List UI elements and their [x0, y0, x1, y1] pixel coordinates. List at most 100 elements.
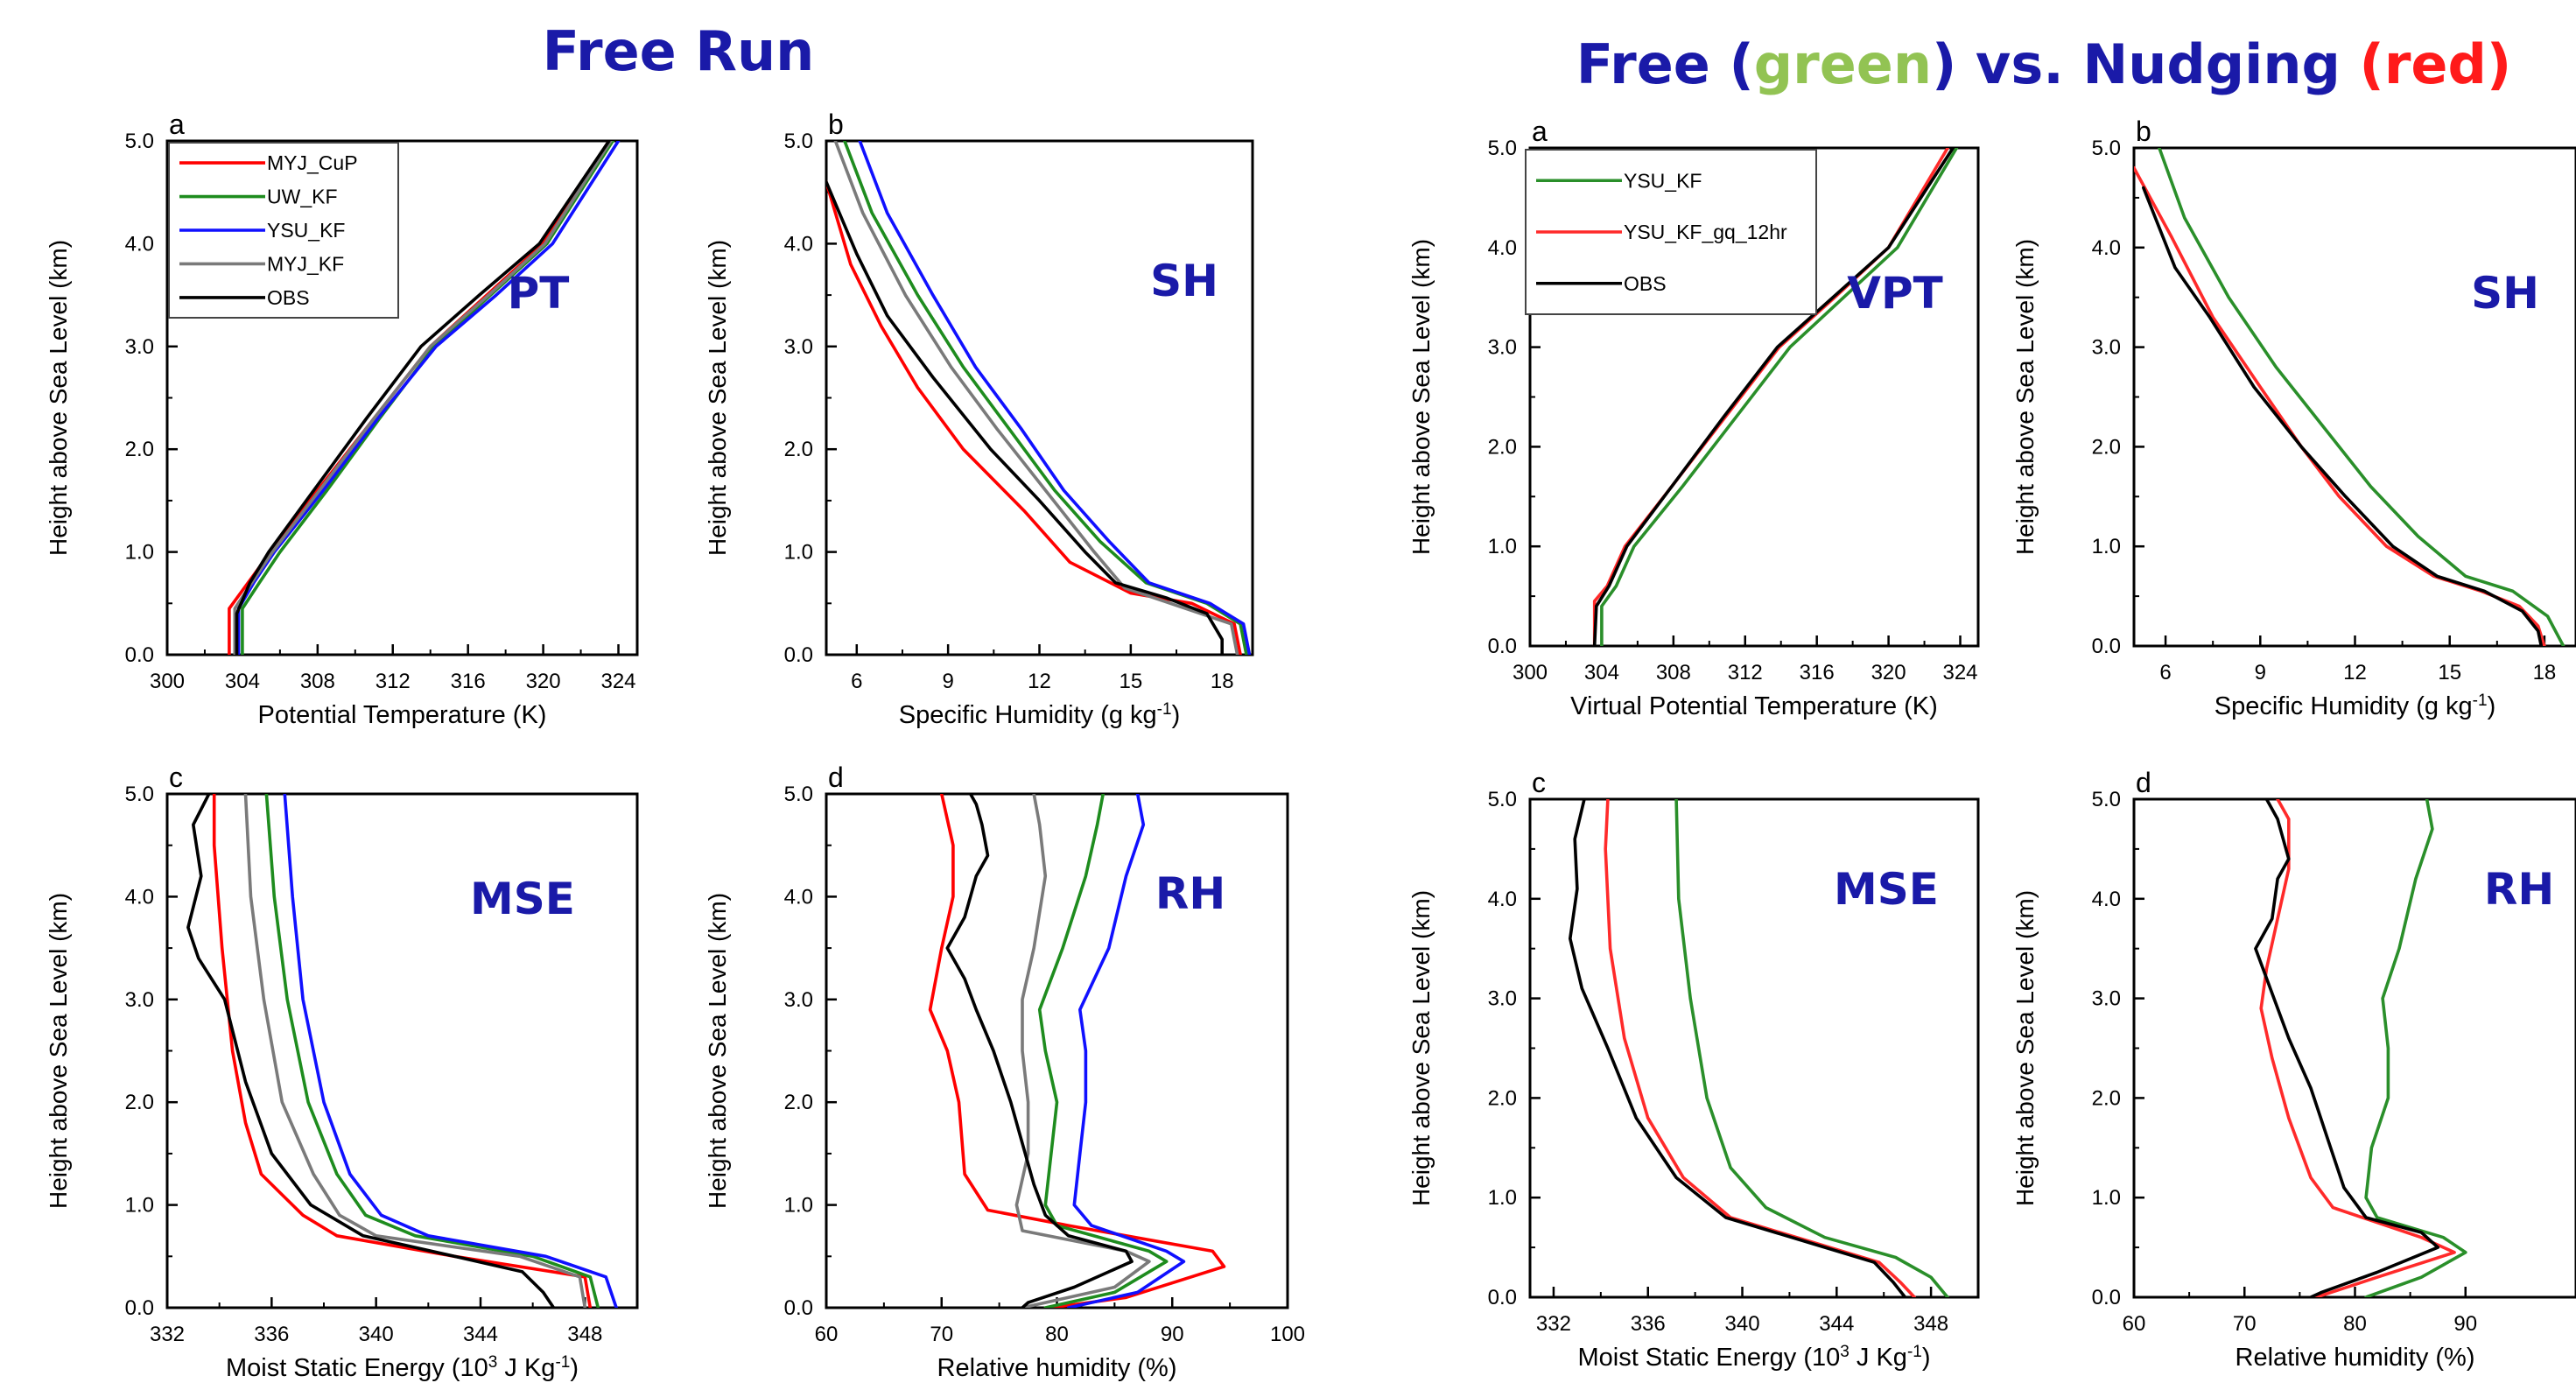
panel-r-d: 60 70 80 90 0.0 1.0 2.0 3.0 4.0 5.0 d Relative humi… [2011, 767, 2576, 1372]
y-tick-label: 3.0 [784, 988, 813, 1012]
series-line-myj-kf [243, 794, 587, 1308]
x-axis-label: Relative humidity (%) [2236, 1344, 2475, 1372]
header-part-3: (red) [2360, 32, 2512, 96]
series-group [826, 141, 1252, 655]
y-tick-label: 1.0 [1488, 535, 1517, 558]
y-axis-label: Height above Sea Level (km) [2011, 890, 2039, 1206]
x-tick-label: 18 [1211, 670, 1234, 693]
series-group [228, 141, 621, 655]
y-tick-label: 4.0 [2092, 236, 2121, 260]
y-tick-label: 5.0 [2092, 788, 2121, 811]
y-tick-label: 4.0 [125, 232, 154, 256]
y-tick-label: 3.0 [1488, 336, 1517, 360]
series-line-ysu-kf [283, 794, 618, 1308]
panel-r-b: 6 9 12 15 18 0.0 1.0 2.0 3.0 4.0 5.0 b Specific Humi… [2011, 116, 2576, 720]
panel-annotation: RH [2484, 864, 2554, 915]
x-tick-label: 344 [463, 1323, 498, 1346]
panel-letter: a [169, 109, 185, 140]
x-axis-label: Relative humidity (%) [937, 1354, 1177, 1382]
series-group [928, 794, 1226, 1308]
x-tick-label: 324 [1942, 661, 1977, 684]
header-part-1: green [1754, 32, 1932, 96]
x-tick-label: 9 [2255, 661, 2266, 684]
x-tick-label: 336 [254, 1323, 289, 1346]
x-tick-label: 18 [2533, 661, 2557, 684]
y-tick-label: 0.0 [2092, 1286, 2121, 1309]
x-tick-label: 320 [526, 670, 561, 693]
legend-label: MYJ_KF [267, 252, 344, 275]
panels-group: 300 304 308 312 316 320 324 0.0 1.0 2.0 3.0 4.0 5.0 a… [45, 109, 2576, 1382]
series-line-myj-kf [833, 141, 1239, 655]
x-tick-label: 300 [1513, 661, 1548, 684]
series-line-ysu-kf-gq-12hr [2259, 799, 2456, 1297]
x-tick-label: 80 [2343, 1312, 2367, 1336]
y-tick-label: 2.0 [125, 438, 154, 461]
y-tick-label: 3.0 [2092, 987, 2121, 1011]
y-tick-label: 3.0 [2092, 336, 2121, 360]
y-axis-label: Height above Sea Level (km) [1407, 239, 1435, 555]
x-tick-label: 324 [600, 670, 635, 693]
series-line-ysu-kf [2364, 799, 2467, 1297]
panel-annotation: PT [508, 268, 570, 319]
series-line-obs [826, 180, 1224, 655]
x-axis-label: Virtual Potential Temperature (K) [1570, 692, 1938, 720]
plot-frame [2132, 146, 2576, 648]
y-tick-label: 2.0 [784, 1091, 813, 1114]
x-tick-label: 90 [2453, 1312, 2477, 1336]
x-axis-label: Specific Humidity (g kg-1) [2215, 691, 2496, 721]
x-tick-label: 304 [1584, 661, 1619, 684]
x-tick-label: 15 [1120, 670, 1143, 693]
legend-label: UW_KF [267, 186, 338, 208]
panel-annotation: MSE [1834, 864, 1939, 915]
panel-l-a: 300 304 308 312 316 320 324 0.0 1.0 2.0 3.0 4.0 5.0 a… [45, 109, 639, 729]
y-tick-label: 2.0 [784, 438, 813, 461]
panel-letter: c [1532, 767, 1546, 798]
x-tick-label: 348 [567, 1323, 602, 1346]
x-tick-label: 12 [1028, 670, 1051, 693]
y-axis-label: Height above Sea Level (km) [704, 240, 731, 556]
x-tick-label: 308 [1656, 661, 1691, 684]
y-tick-label: 4.0 [2092, 888, 2121, 911]
x-tick-label: 9 [942, 670, 953, 693]
panel-l-d: 60 70 80 90 100 0.0 1.0 2.0 3.0 4.0 5.0 d Relative h… [704, 762, 1305, 1382]
series-line-obs [235, 141, 611, 655]
y-tick-label: 4.0 [1488, 236, 1517, 260]
y-tick-label: 0.0 [125, 643, 154, 667]
series-line-obs [1592, 148, 1955, 646]
legend-label: MYJ_CuP [267, 151, 358, 174]
y-tick-label: 5.0 [1488, 788, 1517, 811]
y-tick-label: 3.0 [784, 335, 813, 359]
y-tick-label: 3.0 [125, 988, 154, 1012]
x-tick-label: 80 [1045, 1323, 1069, 1346]
series-line-obs [945, 794, 1134, 1308]
y-tick-label: 1.0 [784, 1194, 813, 1218]
legend-label: OBS [267, 286, 310, 309]
y-axis-label: Height above Sea Level (km) [45, 893, 72, 1209]
x-tick-label: 70 [2233, 1312, 2257, 1336]
header-free-vs-nudging: Free (green) vs. Nudging (red) [1576, 32, 2511, 96]
y-tick-label: 1.0 [1488, 1186, 1517, 1210]
x-tick-label: 348 [1913, 1312, 1948, 1336]
y-tick-label: 1.0 [2092, 535, 2121, 558]
y-tick-label: 2.0 [125, 1091, 154, 1114]
x-tick-label: 6 [851, 670, 862, 693]
x-tick-label: 340 [1725, 1312, 1760, 1336]
legend-label: YSU_KF [267, 219, 345, 242]
series-line-obs [2254, 799, 2439, 1297]
panel-annotation: RH [1155, 868, 1225, 919]
series-group [1592, 148, 1959, 646]
series-line-ysu-kf-gq-12hr [1604, 799, 1916, 1297]
x-axis-label: Moist Static Energy (103 J Kg-1) [226, 1353, 579, 1383]
panel-letter: b [828, 109, 844, 140]
y-tick-label: 5.0 [2092, 137, 2121, 160]
legend: YSU_KF YSU_KF_gq_12hr OBS [1525, 149, 1817, 315]
x-tick-label: 60 [2123, 1312, 2146, 1336]
x-tick-label: 312 [1728, 661, 1763, 684]
y-tick-label: 1.0 [125, 1194, 154, 1218]
y-tick-label: 1.0 [125, 541, 154, 565]
x-tick-label: 332 [150, 1323, 185, 1346]
series-group [1569, 799, 1949, 1297]
x-axis-label: Moist Static Energy (103 J Kg-1) [1577, 1343, 1930, 1372]
x-tick-label: 6 [2159, 661, 2171, 684]
